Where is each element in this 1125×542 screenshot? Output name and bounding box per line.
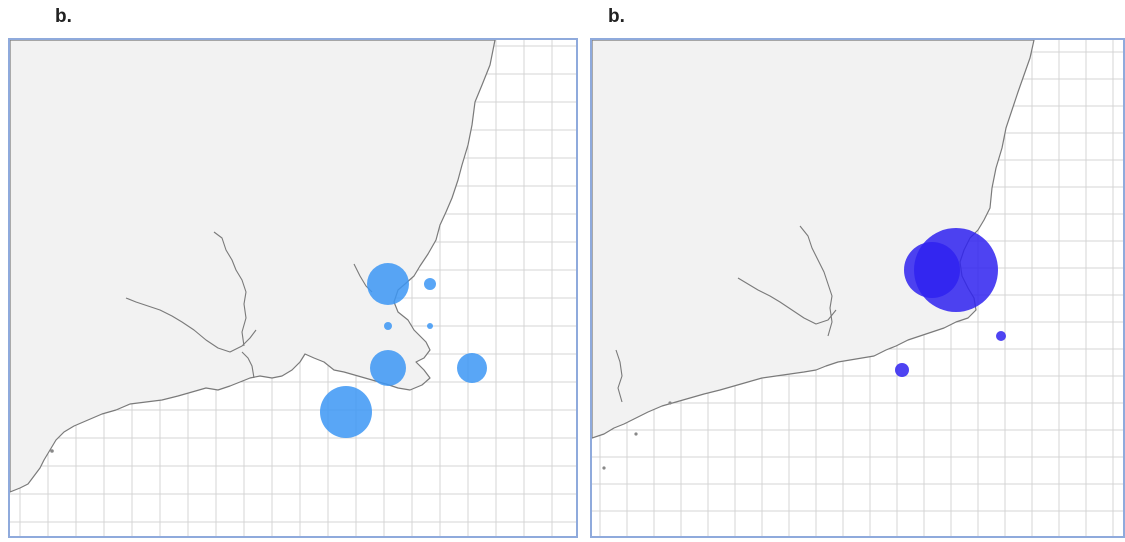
map-panel-left[interactable]	[8, 38, 578, 538]
land-area-right	[592, 40, 1035, 439]
bubble-5[interactable]	[370, 350, 406, 386]
bubble-layer-left	[320, 263, 487, 438]
bubble-layer-right	[895, 228, 1006, 377]
town-dot-right-2	[634, 432, 638, 436]
river-2-left	[125, 297, 257, 353]
river-1-left	[213, 231, 247, 347]
river-2-right	[737, 277, 837, 325]
bubble-2[interactable]	[424, 278, 436, 290]
bubble-1[interactable]	[367, 263, 409, 305]
bubble-3[interactable]	[384, 322, 392, 330]
land-area-left	[10, 40, 496, 493]
map-panel-right[interactable]	[590, 38, 1125, 538]
river-1-right	[799, 225, 833, 337]
panel-right-label: b.	[608, 6, 625, 27]
town-dot-right-1	[668, 401, 672, 405]
bubble-6[interactable]	[457, 353, 487, 383]
bubble-4[interactable]	[427, 323, 433, 329]
town-dot-left	[50, 449, 54, 453]
bubble-4[interactable]	[895, 363, 909, 377]
panel-left-label: b.	[55, 6, 72, 27]
bubble-2[interactable]	[904, 242, 960, 298]
town-dot-right-3	[602, 466, 606, 470]
river-3-left	[241, 351, 255, 379]
map-canvas-right	[592, 40, 1123, 536]
bubble-3[interactable]	[996, 331, 1006, 341]
bubble-7[interactable]	[320, 386, 372, 438]
map-canvas-left	[10, 40, 576, 536]
river-3-right	[615, 349, 623, 403]
